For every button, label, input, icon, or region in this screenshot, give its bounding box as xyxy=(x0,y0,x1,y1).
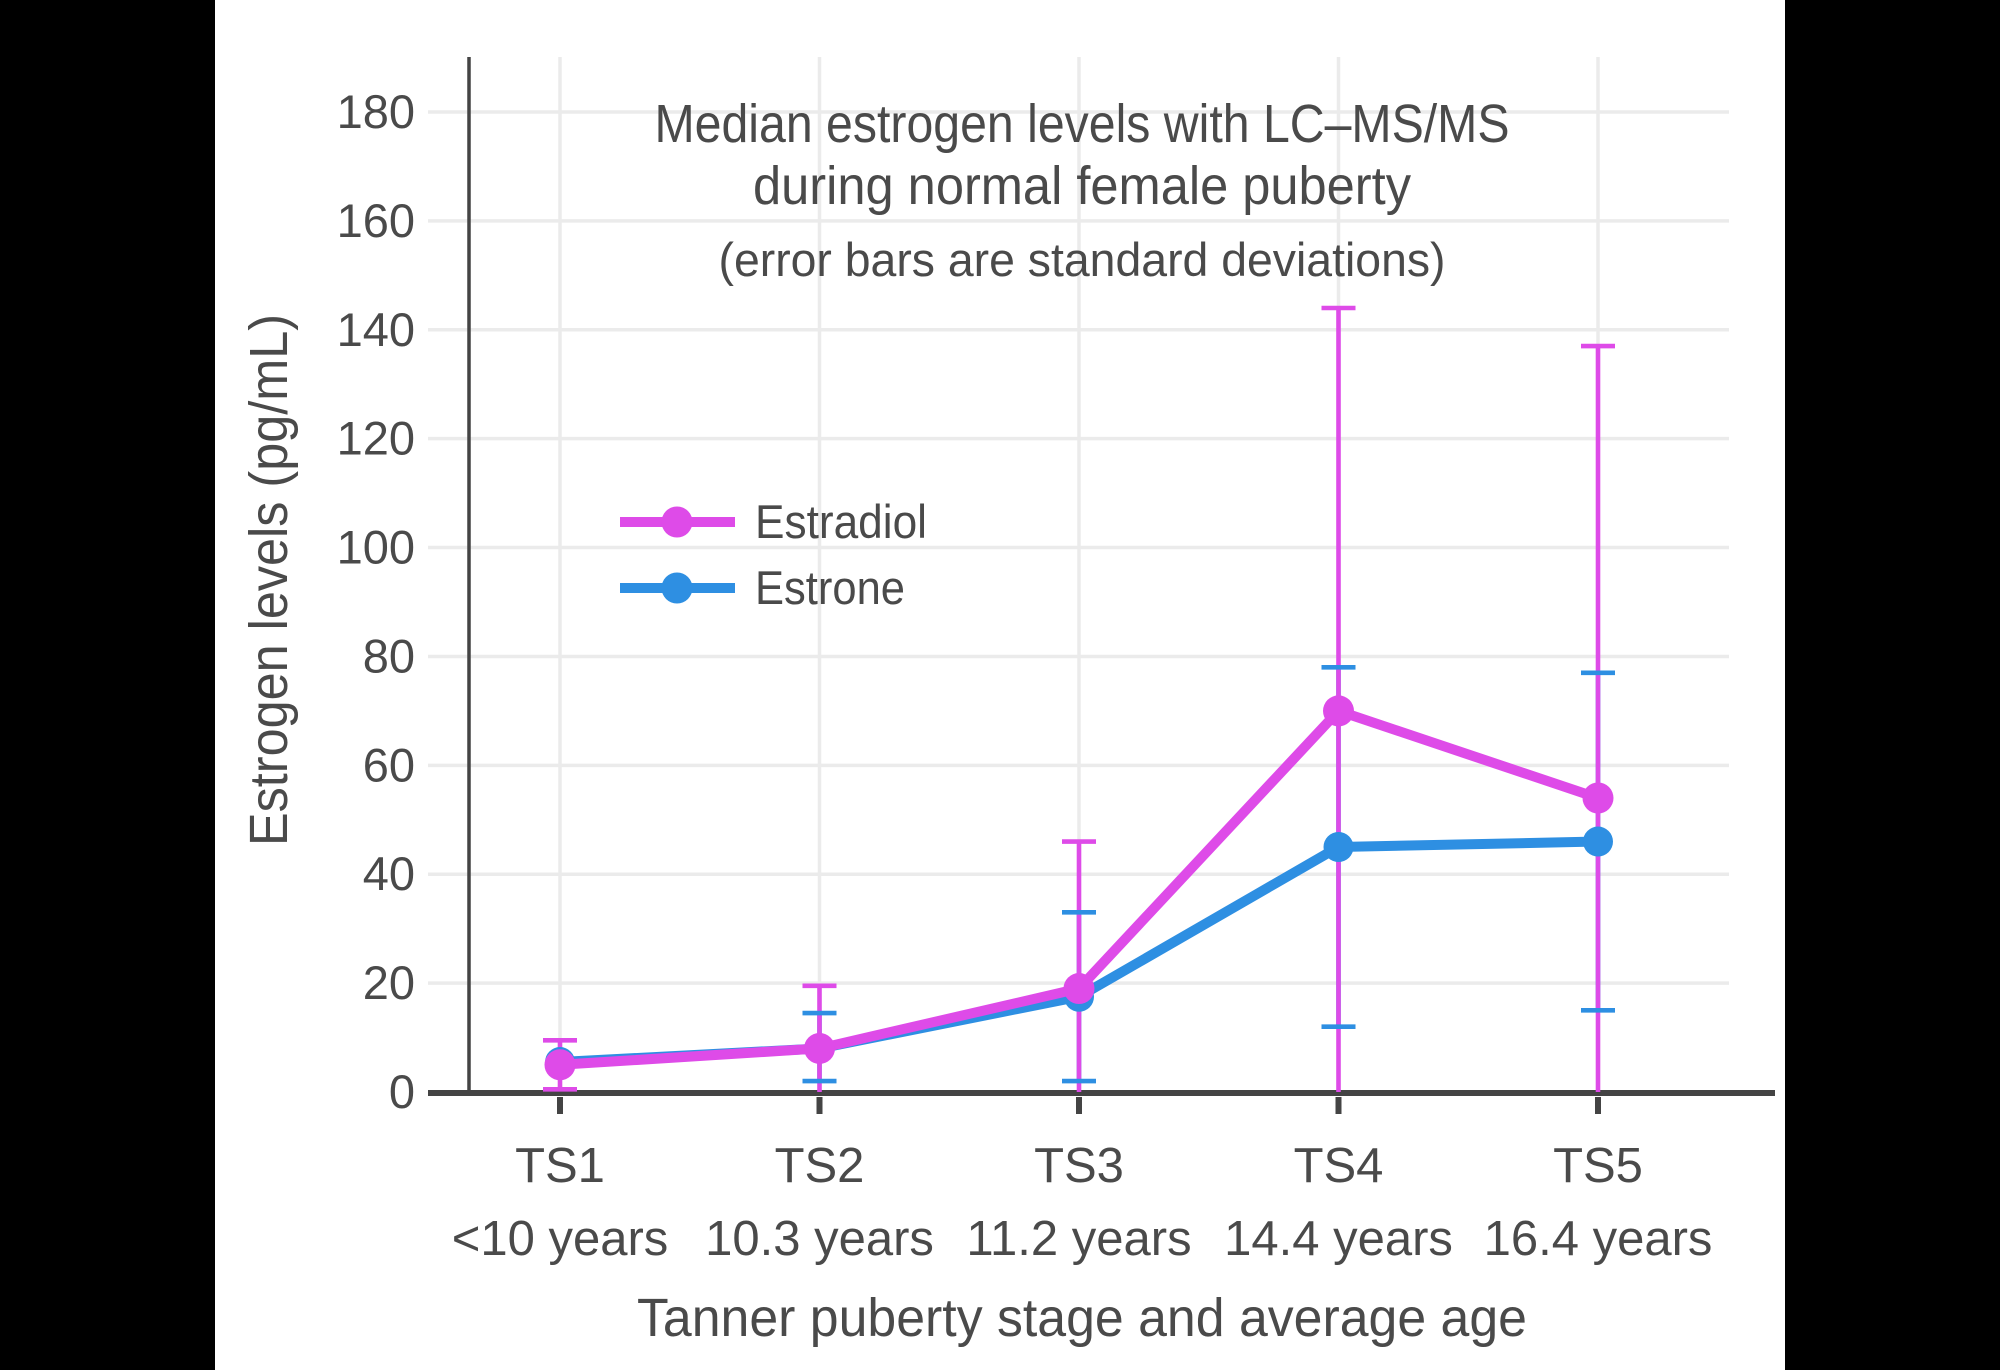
chart-subtitle: (error bars are standard deviations) xyxy=(719,233,1446,286)
y-tick-label-40: 40 xyxy=(363,847,415,900)
chart-title-line2: during normal female puberty xyxy=(753,156,1411,216)
legend-item-estradiol[interactable]: Estradiol xyxy=(620,495,927,548)
x-tick-age-TS1: <10 years xyxy=(452,1212,669,1266)
estradiol-marker-TS5 xyxy=(1582,782,1614,814)
y-tick-label-120: 120 xyxy=(337,412,415,465)
estradiol-marker-TS3 xyxy=(1063,973,1095,1005)
estrone-marker-TS4 xyxy=(1323,832,1354,862)
y-axis-title: Estrogen levels (pg/mL) xyxy=(239,314,299,846)
estradiol-marker-TS2 xyxy=(804,1032,835,1064)
x-tick-stage-TS2: TS2 xyxy=(775,1139,865,1193)
legend-marker-swatch-estradiol xyxy=(661,506,693,538)
estradiol-marker-TS1 xyxy=(544,1049,576,1081)
y-tick-label-100: 100 xyxy=(337,521,415,574)
left-letterbox-bar xyxy=(0,0,215,1370)
x-axis-title: Tanner puberty stage and average age xyxy=(637,1288,1527,1348)
y-tick-label-180: 180 xyxy=(337,85,415,138)
y-tick-label-160: 160 xyxy=(337,194,415,247)
chart-title-line1: Median estrogen levels with LC–MS/MS xyxy=(655,94,1510,154)
estradiol-marker-TS4 xyxy=(1323,695,1354,727)
x-tick-age-TS4: 14.4 years xyxy=(1224,1212,1453,1266)
legend-label-estradiol: Estradiol xyxy=(755,495,927,548)
y-tick-label-60: 60 xyxy=(363,738,415,791)
x-tick-stage-TS1: TS1 xyxy=(515,1139,605,1193)
x-tick-stage-TS5: TS5 xyxy=(1553,1139,1643,1193)
chart-panel: Median estrogen levels with LC–MS/MS duri… xyxy=(215,0,1785,1370)
x-tick-stage-TS4: TS4 xyxy=(1294,1139,1384,1193)
right-letterbox-bar xyxy=(1785,0,2000,1370)
legend-label-estrone: Estrone xyxy=(755,561,905,614)
y-tick-label-80: 80 xyxy=(363,629,415,682)
x-tick-age-TS3: 11.2 years xyxy=(966,1212,1191,1266)
estrogen-line-chart: Median estrogen levels with LC–MS/MSduri… xyxy=(239,57,1775,1348)
legend-marker-swatch-estrone xyxy=(661,572,693,604)
y-tick-label-20: 20 xyxy=(363,956,415,1009)
y-tick-label-0: 0 xyxy=(389,1065,415,1118)
x-tick-age-TS5: 16.4 years xyxy=(1484,1212,1713,1266)
x-tick-stage-TS3: TS3 xyxy=(1034,1139,1124,1193)
y-tick-label-140: 140 xyxy=(337,303,415,356)
legend-item-estrone[interactable]: Estrone xyxy=(620,561,905,614)
x-tick-age-TS2: 10.3 years xyxy=(705,1212,934,1266)
estrone-marker-TS5 xyxy=(1583,826,1613,857)
